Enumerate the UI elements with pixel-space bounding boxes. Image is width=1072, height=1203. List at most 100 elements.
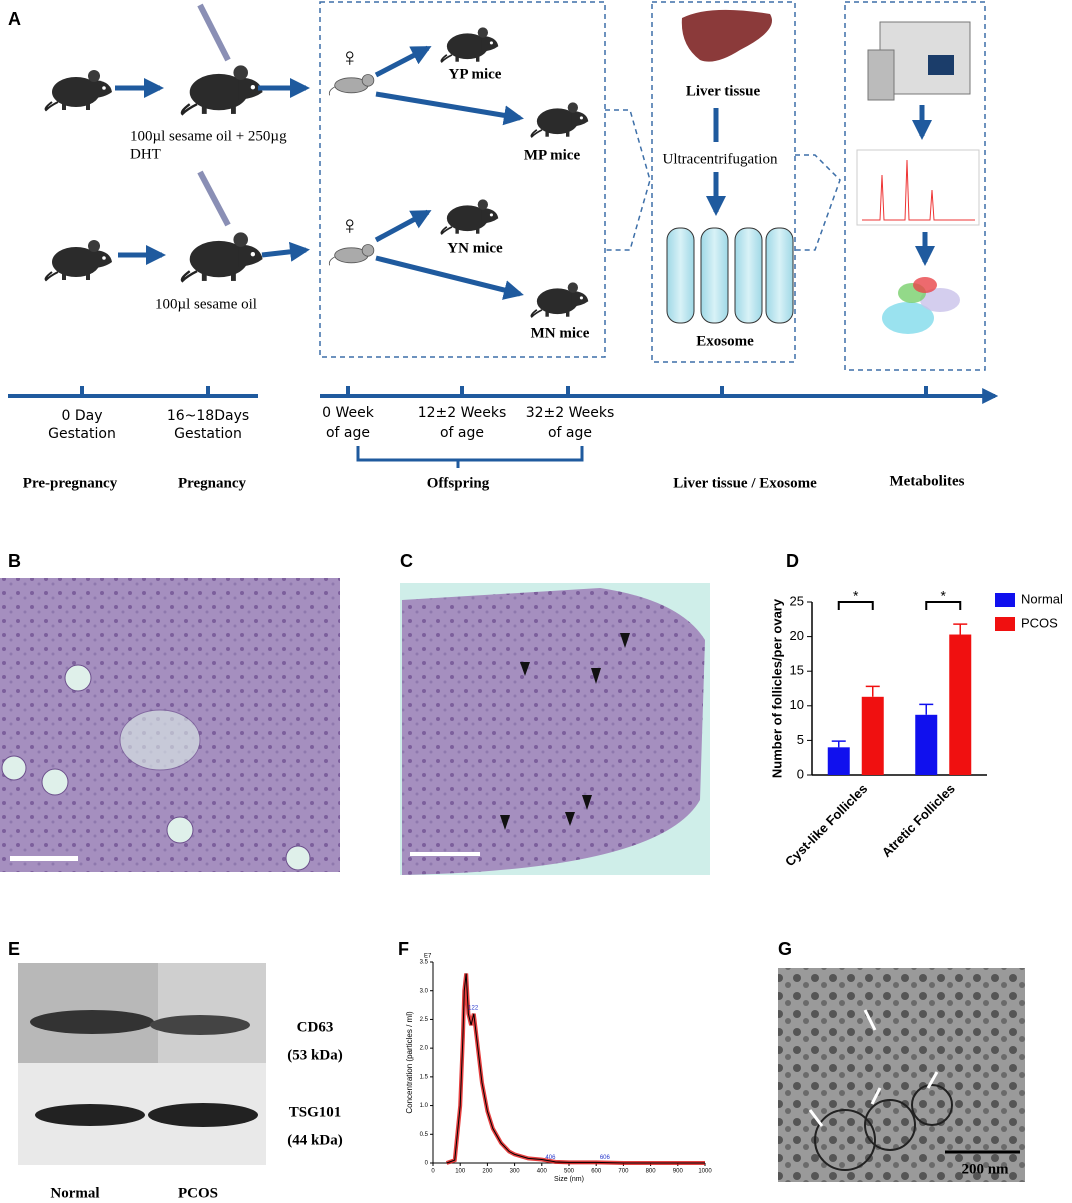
y-tick-label: 2.0 [420,1046,429,1052]
liver-label: Liver tissue [686,83,761,99]
pointer-arrows [808,1009,939,1127]
stage-label: Offspring [427,475,490,491]
scale-bar [10,856,78,861]
group-label: MP mice [524,147,581,163]
blot-band [150,1015,250,1035]
significance-bracket [837,601,874,610]
y-axis-label: Number of follicles/per ovary [769,598,784,778]
legend-label: PCOS [1021,615,1058,630]
chevron [605,109,651,251]
y-tick-label: 1.0 [420,1103,429,1109]
female-symbol: ♀ [340,43,360,72]
mouse-icon [44,69,113,111]
y-tick-label: 10 [790,697,804,712]
timeline-label: 32±2 Weeks [526,405,615,421]
bracket [356,446,584,468]
panel-label: G [778,939,792,959]
timeline-label: 0 Day [61,408,102,424]
timeline-label: of age [440,425,484,441]
y-tick-label: 3.5 [420,960,429,966]
significance-mark: * [853,588,859,604]
timeline-label: 12±2 Weeks [418,405,507,421]
x-tick-label: 200 [482,1169,493,1175]
x-tick-label: 700 [618,1169,629,1175]
treatment-label: 100µl sesame oil [155,296,257,312]
scale-bar [410,852,480,856]
x-tick-label: Atretic Follicles [879,781,958,860]
y-tick-label: 1.5 [420,1074,429,1080]
y-tick-label: 0 [797,766,804,781]
error-bar [831,740,846,748]
mouse-icon [180,231,264,283]
group-label: YP mice [449,66,502,82]
y-tick-label: 25 [790,593,804,608]
stage-label: Pre-pregnancy [23,475,118,491]
syringe [197,170,231,227]
mouse-icon [440,198,500,235]
stage-label: Metabolites [890,473,965,489]
marker-label: (44 kDa) [287,1132,342,1148]
legend-swatch [995,593,1015,607]
arrowheads [500,633,630,830]
panel-label: E [8,939,20,959]
histology-image [402,588,705,875]
lane-label: PCOS [178,1185,218,1201]
x-axis-label: Size (nm) [554,1176,584,1183]
arrow [374,45,432,78]
error-bar [865,685,880,697]
y-tick-label: 15 [790,663,804,678]
dashed-box [319,1,606,358]
syringe [197,3,231,62]
bar-chart: 0 5 10 15 20 25 Number of follicles/per ovary C… [769,588,1063,870]
scale-label: 200 nm [961,1161,1009,1177]
y-tick-label: 0 [425,1161,429,1167]
y-tick-label: 0.5 [420,1132,429,1138]
pca-icon [882,277,960,334]
timeline-label: Gestation [48,426,116,442]
pup-icon [328,74,375,96]
female-symbol: ♀ [340,211,360,240]
marker-label: (53 kDa) [287,1047,342,1063]
spectrum-icon [856,149,980,226]
x-tick-label: 600 [591,1169,602,1175]
error-bar [919,703,934,715]
timeline-label: 16~18Days [167,408,249,424]
panel-label: B [8,551,21,571]
follicles [1,664,311,871]
panel-label: C [400,551,413,571]
significance-bracket [925,601,962,610]
timeline-label: of age [326,425,370,441]
x-tick-label: 800 [646,1169,657,1175]
timeline-label: of age [548,425,592,441]
timeline-labels: 0 Day Gestation 16~18Days Gestation 0 We… [48,405,614,442]
bar [827,747,850,775]
marker-label: CD63 [297,1019,334,1035]
vesicles [814,1084,953,1171]
peak-label: 406 [545,1155,556,1161]
axis-multiplier: E7 [424,954,432,960]
blot-band [30,1010,154,1034]
mouse-icon [530,101,590,138]
mouse-icon [180,64,264,116]
panel-label: D [786,551,799,571]
x-tick-label: 400 [537,1169,548,1175]
panel-label: A [8,9,21,29]
line-chart: 0 100 200 300 400 500 600 700 800 900 1000 0 0.5 1.0 1… [405,954,712,1183]
x-tick-label: 300 [510,1169,521,1175]
arrow [375,255,524,300]
method-label: Ultracentrifugation [663,151,778,167]
x-tick-label: 1000 [698,1169,712,1175]
significance-mark: * [941,588,947,604]
x-tick-label: Cyst-like Follicles [782,781,870,869]
marker-label: TSG101 [289,1104,342,1120]
bar [949,634,972,775]
mouse-icon [530,281,590,318]
arrow [261,241,310,262]
tem-image [778,968,1025,1182]
timeline-ticks [80,386,928,396]
peak-label: 122 [468,1006,479,1012]
legend-swatch [995,617,1015,631]
stage-label: Liver tissue / Exosome [673,475,817,491]
peak-label: 606 [600,1155,611,1161]
mouse-icon [44,239,113,281]
